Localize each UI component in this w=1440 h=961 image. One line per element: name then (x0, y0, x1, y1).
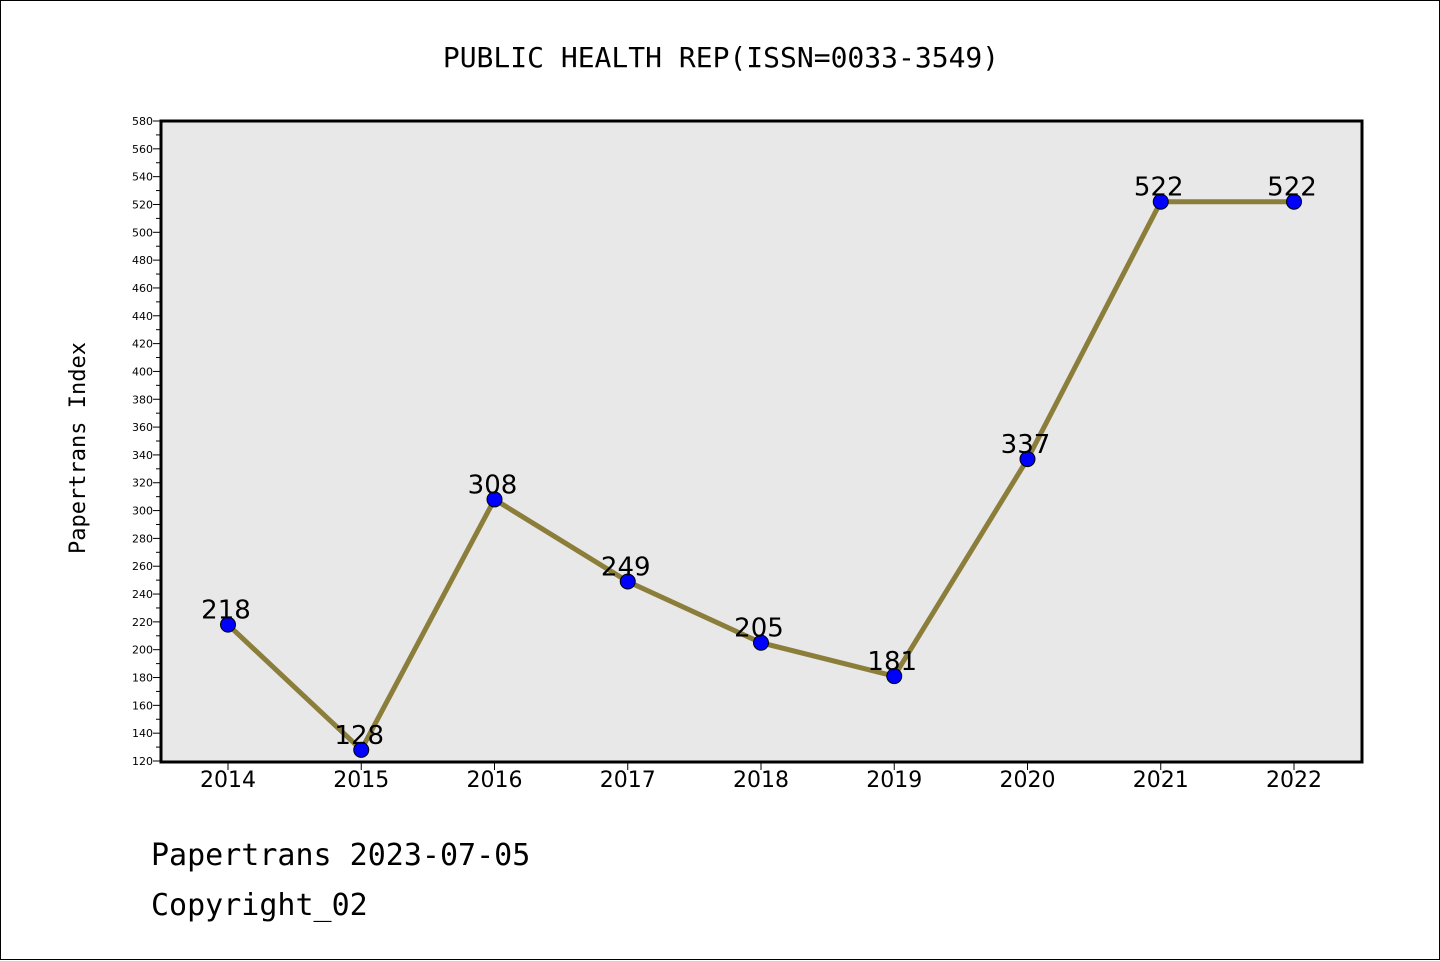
data-labels: 218 128 308 249 205 181 337 522 522 (201, 173, 1317, 751)
data-label-2016: 308 (468, 470, 518, 500)
y-tick-label: 460 (132, 282, 153, 295)
data-label-2022: 522 (1267, 173, 1317, 203)
data-label-2014: 218 (201, 596, 251, 626)
footer-copyright: Copyright_02 (151, 888, 368, 923)
y-tick-label: 400 (132, 365, 153, 378)
data-point-2019 (886, 668, 903, 685)
x-tick-label: 2016 (467, 768, 523, 793)
y-tick-label: 260 (132, 560, 153, 573)
y-tick-label: 280 (132, 532, 153, 545)
y-tick-label: 220 (132, 616, 153, 629)
y-tick-label: 120 (132, 755, 153, 768)
y-axis: 120 140 160 180 200 220 240 260 280 300 320 340 360 3… (132, 115, 161, 768)
chart-title: PUBLIC HEALTH REP(ISSN=0033-3549) (443, 41, 999, 74)
y-tick-label: 560 (132, 143, 153, 156)
data-point-2014 (220, 616, 236, 633)
data-label-2019: 181 (867, 647, 917, 677)
x-tick-label: 2022 (1266, 768, 1322, 793)
y-tick-label: 340 (132, 449, 153, 462)
y-tick-label: 420 (132, 338, 153, 351)
data-point-2015 (353, 741, 370, 758)
y-tick-label: 160 (132, 699, 153, 712)
y-tick-label: 540 (132, 171, 153, 184)
x-tick-label: 2021 (1133, 768, 1189, 793)
y-axis-label: Papertrans Index (66, 342, 91, 554)
x-tick-label: 2020 (1000, 768, 1056, 793)
y-tick-label: 380 (132, 393, 153, 406)
data-point-2021 (1152, 193, 1169, 210)
data-label-2015: 128 (334, 721, 384, 751)
y-tick-label: 180 (132, 672, 153, 685)
footer-date: Papertrans 2023-07-05 (151, 838, 530, 873)
data-label-2018: 205 (734, 614, 784, 644)
x-tick-label: 2018 (733, 768, 789, 793)
y-tick-label: 240 (132, 588, 153, 601)
data-label-2020: 337 (1001, 430, 1051, 460)
x-tick-label: 2014 (200, 768, 256, 793)
y-tick-label: 300 (132, 505, 153, 518)
plot-area (159, 119, 1364, 764)
data-point-2018 (753, 634, 769, 651)
y-tick-label: 320 (132, 477, 153, 490)
y-tick-label: 140 (132, 727, 153, 740)
y-tick-label: 520 (132, 198, 153, 211)
data-label-2017: 249 (601, 553, 651, 583)
data-point-2022 (1286, 193, 1302, 210)
y-tick-label: 580 (132, 115, 153, 128)
x-tick-label: 2017 (600, 768, 656, 793)
data-markers (220, 193, 1302, 758)
x-tick-label: 2015 (333, 768, 389, 793)
y-tick-label: 200 (132, 644, 153, 657)
y-tick-label: 480 (132, 254, 153, 267)
y-tick-label: 440 (132, 310, 153, 323)
data-point-2016 (486, 491, 503, 508)
y-tick-label: 360 (132, 421, 153, 434)
x-axis: 2014 2015 2016 2017 2018 2019 2020 2021 2022 (200, 762, 1322, 793)
data-point-2020 (1019, 451, 1036, 468)
y-tick-label: 500 (132, 226, 153, 239)
data-point-2017 (619, 573, 636, 590)
x-tick-label: 2019 (866, 768, 922, 793)
data-label-2021: 522 (1134, 173, 1184, 203)
